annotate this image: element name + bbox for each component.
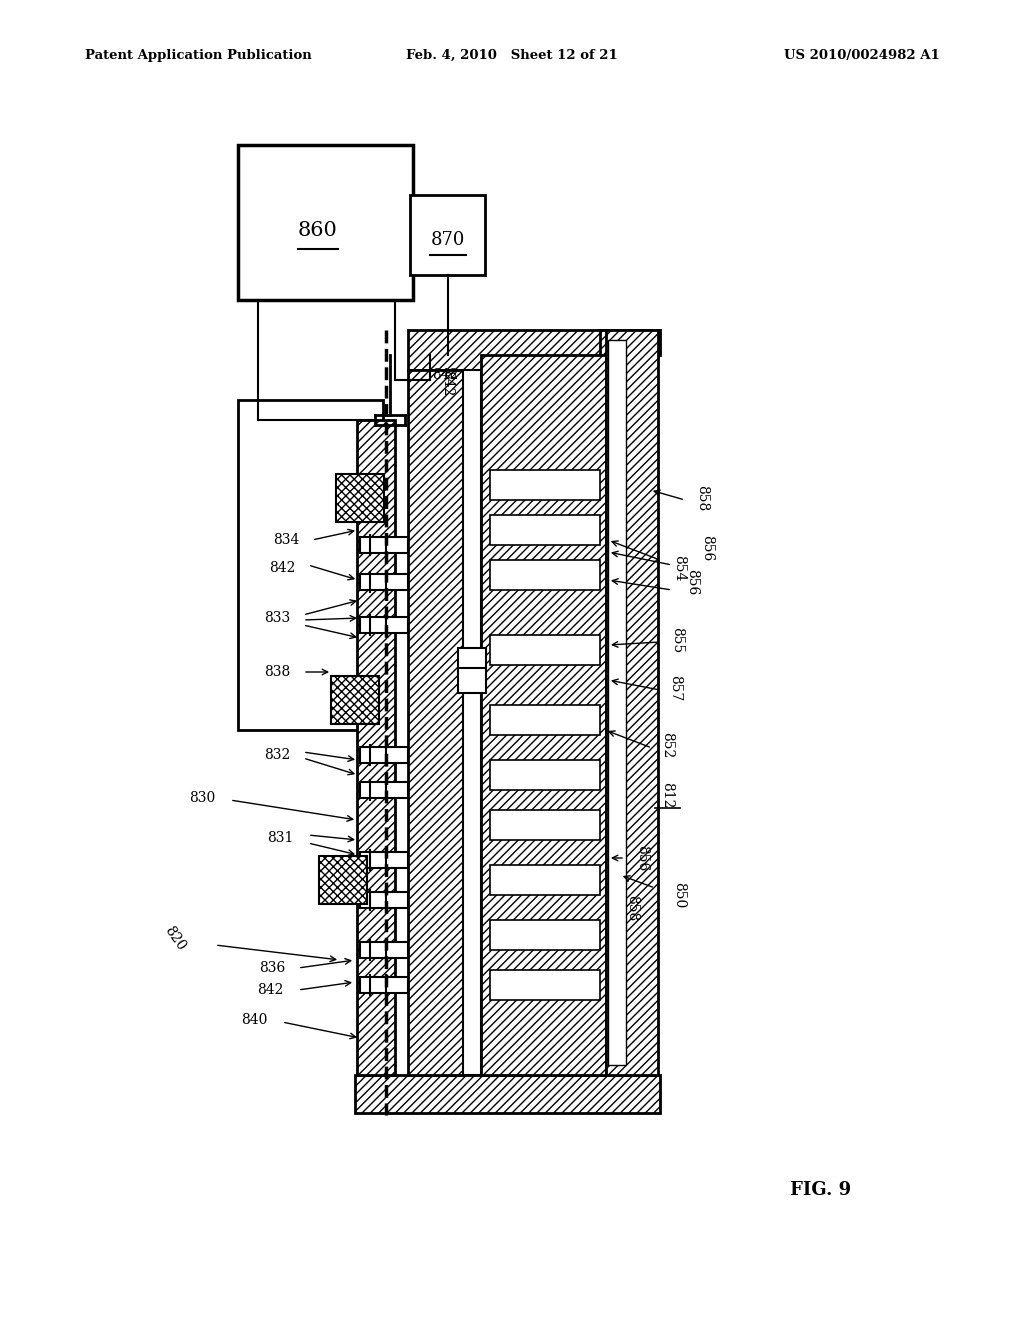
Bar bbox=[490, 970, 600, 1001]
Bar bbox=[360, 942, 408, 958]
Bar bbox=[331, 676, 379, 723]
Bar bbox=[490, 760, 600, 789]
Text: 833: 833 bbox=[264, 611, 290, 624]
Text: 812: 812 bbox=[660, 781, 674, 808]
Text: 831: 831 bbox=[266, 832, 293, 845]
Text: 854: 854 bbox=[672, 554, 686, 581]
Text: FIG. 9: FIG. 9 bbox=[790, 1181, 851, 1199]
Text: 856: 856 bbox=[685, 569, 699, 595]
Bar bbox=[410, 195, 485, 275]
Text: 830: 830 bbox=[188, 791, 215, 805]
Text: 834: 834 bbox=[273, 533, 300, 546]
Text: 832: 832 bbox=[264, 748, 290, 762]
Text: 858: 858 bbox=[695, 484, 709, 511]
Bar bbox=[360, 537, 408, 553]
Text: 842: 842 bbox=[268, 561, 295, 576]
Text: 860: 860 bbox=[298, 220, 338, 239]
Text: 838: 838 bbox=[264, 665, 290, 678]
Text: Patent Application Publication: Patent Application Publication bbox=[85, 49, 311, 62]
Text: 850: 850 bbox=[672, 882, 686, 908]
Text: 842: 842 bbox=[258, 983, 284, 997]
Text: 857: 857 bbox=[668, 675, 682, 701]
Bar bbox=[360, 851, 408, 869]
Text: 856: 856 bbox=[700, 535, 714, 561]
Text: 820: 820 bbox=[162, 923, 188, 953]
Text: 842: 842 bbox=[432, 368, 459, 381]
Bar bbox=[408, 330, 653, 370]
Bar bbox=[355, 1074, 660, 1113]
Bar bbox=[357, 420, 395, 1074]
Bar bbox=[490, 865, 600, 895]
Bar bbox=[360, 781, 408, 799]
Bar bbox=[360, 616, 408, 634]
Bar bbox=[490, 920, 600, 950]
Bar bbox=[608, 341, 626, 1065]
Bar bbox=[360, 574, 408, 590]
Bar bbox=[490, 515, 600, 545]
Bar bbox=[600, 330, 660, 355]
Bar bbox=[319, 855, 367, 904]
Text: Feb. 4, 2010   Sheet 12 of 21: Feb. 4, 2010 Sheet 12 of 21 bbox=[407, 49, 617, 62]
Bar bbox=[238, 145, 413, 300]
Bar bbox=[360, 977, 408, 993]
Bar bbox=[458, 648, 486, 673]
Bar bbox=[336, 474, 384, 521]
Text: 836: 836 bbox=[259, 961, 285, 975]
Bar bbox=[606, 330, 658, 1074]
Text: 858: 858 bbox=[625, 895, 639, 921]
Text: 852: 852 bbox=[660, 731, 674, 758]
Bar bbox=[490, 560, 600, 590]
Bar bbox=[360, 892, 408, 908]
Text: 842: 842 bbox=[440, 370, 454, 396]
Bar bbox=[490, 810, 600, 840]
Text: US 2010/0024982 A1: US 2010/0024982 A1 bbox=[784, 49, 940, 62]
Bar bbox=[238, 400, 383, 730]
Bar bbox=[408, 370, 463, 1074]
Bar bbox=[490, 705, 600, 735]
Bar bbox=[458, 668, 486, 693]
Text: 840: 840 bbox=[242, 1012, 268, 1027]
Bar bbox=[360, 747, 408, 763]
Bar bbox=[481, 355, 606, 1074]
Text: 870: 870 bbox=[431, 231, 465, 249]
Text: 856: 856 bbox=[635, 845, 649, 871]
Bar bbox=[490, 635, 600, 665]
Bar bbox=[463, 370, 481, 1074]
Text: 855: 855 bbox=[670, 627, 684, 653]
Bar bbox=[490, 470, 600, 500]
